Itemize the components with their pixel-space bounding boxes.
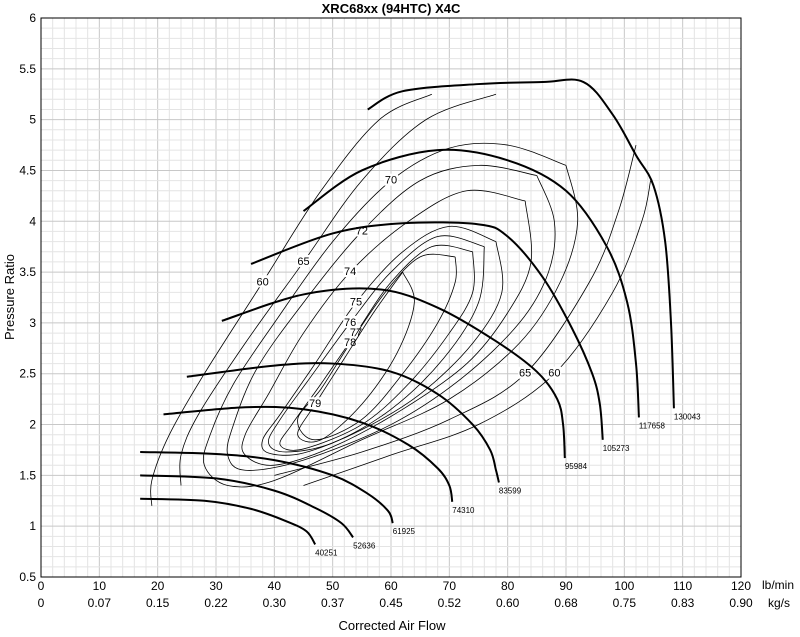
- y-tick-label: 2.5: [19, 367, 36, 381]
- island-label: 76: [344, 317, 356, 329]
- x-tick-label-secondary: 0.30: [263, 596, 287, 610]
- y-tick-label: 1.5: [19, 468, 36, 482]
- island-label-bg: [255, 275, 270, 288]
- island-label: 70: [385, 175, 397, 187]
- speed-line-label: 61925: [393, 527, 416, 536]
- y-axis-label: Pressure Ratio: [2, 254, 17, 340]
- y-tick-label: 0.5: [19, 570, 36, 584]
- island-label-bg: [518, 366, 533, 379]
- x-tick-label: 110: [673, 579, 692, 593]
- island-label-bg: [308, 397, 323, 410]
- x-tick-label-secondary: 0.15: [146, 596, 170, 610]
- island-label: 75: [350, 297, 362, 309]
- efficiency-island-72: [226, 164, 556, 471]
- x-tick-label-secondary: 0.45: [379, 596, 403, 610]
- x-tick-label: 0: [38, 579, 45, 593]
- y-tick-label: 3: [29, 316, 36, 330]
- speed-line-label: 83599: [499, 486, 522, 495]
- speed-line-130043: [367, 78, 675, 409]
- speed-line-95984: [221, 287, 566, 459]
- x-tick-label-secondary: 0: [38, 596, 45, 610]
- y-tick-label: 2: [29, 418, 36, 432]
- speed-line-117658: [302, 148, 640, 418]
- efficiency-island-74: [241, 189, 533, 466]
- island-label: 60: [257, 276, 269, 288]
- x-tick-label: 100: [614, 579, 634, 593]
- x-tick-label: 10: [93, 579, 107, 593]
- x-tick-label-secondary: 0.22: [204, 596, 228, 610]
- speed-line-105273: [250, 221, 604, 440]
- x-unit-primary: lb/min: [762, 578, 794, 592]
- x-tick-label: 60: [384, 579, 398, 593]
- x-tick-label: 90: [559, 579, 573, 593]
- efficiency-island-65: [274, 144, 637, 476]
- x-unit-secondary: kg/s: [768, 596, 790, 610]
- x-tick-label: 50: [326, 579, 340, 593]
- speed-line-83599: [186, 362, 500, 483]
- chart-title: XRC68xx (94HTC) X4C: [322, 1, 461, 16]
- island-label-bg: [343, 265, 358, 278]
- island-label: 78: [344, 337, 356, 349]
- speed-line-label: 105273: [603, 444, 630, 453]
- island-label-bg: [349, 295, 363, 308]
- speed-line-52636: [140, 474, 354, 538]
- efficiency-island-79: [297, 271, 415, 443]
- island-label-bg: [343, 315, 358, 328]
- y-tick-label: 4: [29, 214, 36, 228]
- grid: [40, 17, 742, 578]
- x-tick-label: 80: [501, 579, 515, 593]
- island-label-bg: [296, 254, 311, 267]
- x-tick-label: 120: [731, 579, 751, 593]
- y-tick-label: 4.5: [19, 163, 36, 177]
- y-tick-label: 3.5: [19, 265, 36, 279]
- island-label-bg: [343, 336, 358, 349]
- island-label: 74: [344, 266, 356, 278]
- y-tick-label: 1: [29, 519, 36, 533]
- x-tick-label: 40: [268, 579, 282, 593]
- x-tick-label: 70: [443, 579, 457, 593]
- island-label: 65: [297, 256, 309, 268]
- efficiency-island-75: [261, 225, 504, 456]
- speed-line-label: 40251: [315, 548, 338, 557]
- island-label: 79: [309, 398, 321, 410]
- x-tick-label-secondary: 0.07: [88, 596, 112, 610]
- y-tick-label: 5.5: [19, 62, 36, 76]
- x-axis-label: Corrected Air Flow: [339, 618, 447, 633]
- island-label-bg: [547, 366, 562, 379]
- speed-line-label: 52636: [353, 541, 376, 550]
- speed-line-40251: [140, 497, 317, 546]
- x-tick-label: 20: [151, 579, 165, 593]
- speed-line-61925: [140, 450, 394, 524]
- x-tick-label-secondary: 0.68: [554, 596, 578, 610]
- island-label: 60: [548, 368, 560, 380]
- speed-line-label: 130043: [674, 412, 701, 421]
- speed-lines: 40251 52636 61925 74310 83599 95984 105273 1176…: [140, 78, 701, 557]
- efficiency-island-78: [297, 253, 457, 441]
- x-tick-label-secondary: 0.60: [496, 596, 520, 610]
- x-tick-label-secondary: 0.75: [613, 596, 637, 610]
- efficiency-island-76: [268, 235, 485, 453]
- plot-frame: [40, 17, 742, 578]
- x-tick-label: 30: [209, 579, 223, 593]
- efficiency-island-77: [279, 244, 475, 451]
- speed-line-label: 95984: [565, 462, 588, 471]
- speed-line-label: 117658: [639, 421, 666, 430]
- island-label-bg: [384, 173, 398, 186]
- speed-line-label: 74310: [452, 506, 475, 515]
- x-tick-label-secondary: 0.37: [321, 596, 345, 610]
- tick-labels: 0 0 10 0.07 20 0.15 30 0.22 40 0.30 50 0.37 60 0.45 70…: [19, 11, 753, 610]
- y-tick-label: 5: [29, 113, 36, 127]
- island-label: 65: [519, 368, 531, 380]
- x-tick-label-secondary: 0.52: [438, 596, 462, 610]
- speed-line-74310: [163, 405, 454, 502]
- x-tick-label-secondary: 0.83: [671, 596, 695, 610]
- x-tick-label-secondary: 0.90: [729, 596, 753, 610]
- y-tick-label: 6: [29, 11, 36, 25]
- efficiency-island-65: [179, 93, 497, 486]
